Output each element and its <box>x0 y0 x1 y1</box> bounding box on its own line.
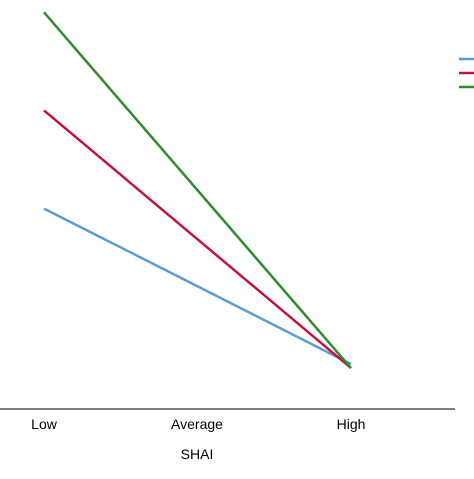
x-tick-label: Average <box>171 416 223 432</box>
x-tick-labels: Low Average High <box>31 416 365 432</box>
x-axis-label: SHAI <box>181 446 214 462</box>
legend <box>459 57 474 89</box>
series-line <box>43 109 352 370</box>
series-lines <box>43 11 352 370</box>
x-tick-label: Low <box>31 416 58 432</box>
x-tick-label: High <box>337 416 366 432</box>
series-line <box>43 11 352 369</box>
series-line <box>43 207 352 366</box>
